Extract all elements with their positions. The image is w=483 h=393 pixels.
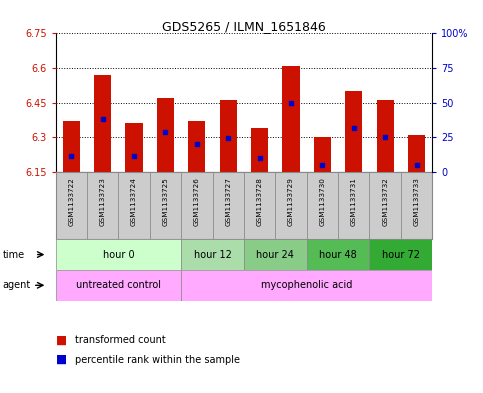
Bar xyxy=(188,121,205,172)
Bar xyxy=(307,172,338,239)
Title: GDS5265 / ILMN_1651846: GDS5265 / ILMN_1651846 xyxy=(162,20,326,33)
Text: time: time xyxy=(2,250,25,259)
Text: GSM1133732: GSM1133732 xyxy=(382,177,388,226)
Text: agent: agent xyxy=(2,280,30,290)
Bar xyxy=(401,172,432,239)
Bar xyxy=(377,100,394,172)
Text: GSM1133731: GSM1133731 xyxy=(351,177,357,226)
Text: percentile rank within the sample: percentile rank within the sample xyxy=(75,354,240,365)
Text: hour 48: hour 48 xyxy=(319,250,357,259)
Bar xyxy=(56,172,87,239)
Text: hour 12: hour 12 xyxy=(194,250,231,259)
Text: ■: ■ xyxy=(56,333,67,347)
Text: GSM1133730: GSM1133730 xyxy=(319,177,326,226)
Bar xyxy=(126,123,142,172)
Bar xyxy=(220,100,237,172)
Text: GSM1133733: GSM1133733 xyxy=(413,177,420,226)
Bar xyxy=(244,239,307,270)
Bar xyxy=(94,75,111,172)
Bar xyxy=(56,239,181,270)
Bar xyxy=(338,172,369,239)
Bar xyxy=(314,137,331,172)
Bar xyxy=(56,270,181,301)
Bar xyxy=(307,239,369,270)
Text: GSM1133728: GSM1133728 xyxy=(256,177,263,226)
Text: untreated control: untreated control xyxy=(76,280,161,290)
Bar xyxy=(251,128,268,172)
Text: transformed count: transformed count xyxy=(75,335,166,345)
Text: hour 24: hour 24 xyxy=(256,250,294,259)
Text: mycophenolic acid: mycophenolic acid xyxy=(261,280,353,290)
Bar xyxy=(213,172,244,239)
Bar xyxy=(369,172,401,239)
Text: ■: ■ xyxy=(56,353,67,366)
Bar xyxy=(181,172,213,239)
Text: GSM1133722: GSM1133722 xyxy=(68,177,74,226)
Text: GSM1133727: GSM1133727 xyxy=(225,177,231,226)
Bar xyxy=(87,172,118,239)
Bar xyxy=(181,239,244,270)
Bar xyxy=(244,172,275,239)
Text: GSM1133726: GSM1133726 xyxy=(194,177,200,226)
Bar xyxy=(408,135,425,172)
Text: GSM1133723: GSM1133723 xyxy=(99,177,106,226)
Text: hour 0: hour 0 xyxy=(102,250,134,259)
Text: GSM1133725: GSM1133725 xyxy=(162,177,169,226)
Bar xyxy=(181,270,432,301)
Bar xyxy=(369,239,432,270)
Bar xyxy=(157,98,174,172)
Bar xyxy=(283,66,299,172)
Bar xyxy=(118,172,150,239)
Text: GSM1133724: GSM1133724 xyxy=(131,177,137,226)
Bar xyxy=(275,172,307,239)
Text: GSM1133729: GSM1133729 xyxy=(288,177,294,226)
Bar xyxy=(345,91,362,172)
Bar xyxy=(150,172,181,239)
Bar xyxy=(63,121,80,172)
Text: hour 72: hour 72 xyxy=(382,250,420,259)
